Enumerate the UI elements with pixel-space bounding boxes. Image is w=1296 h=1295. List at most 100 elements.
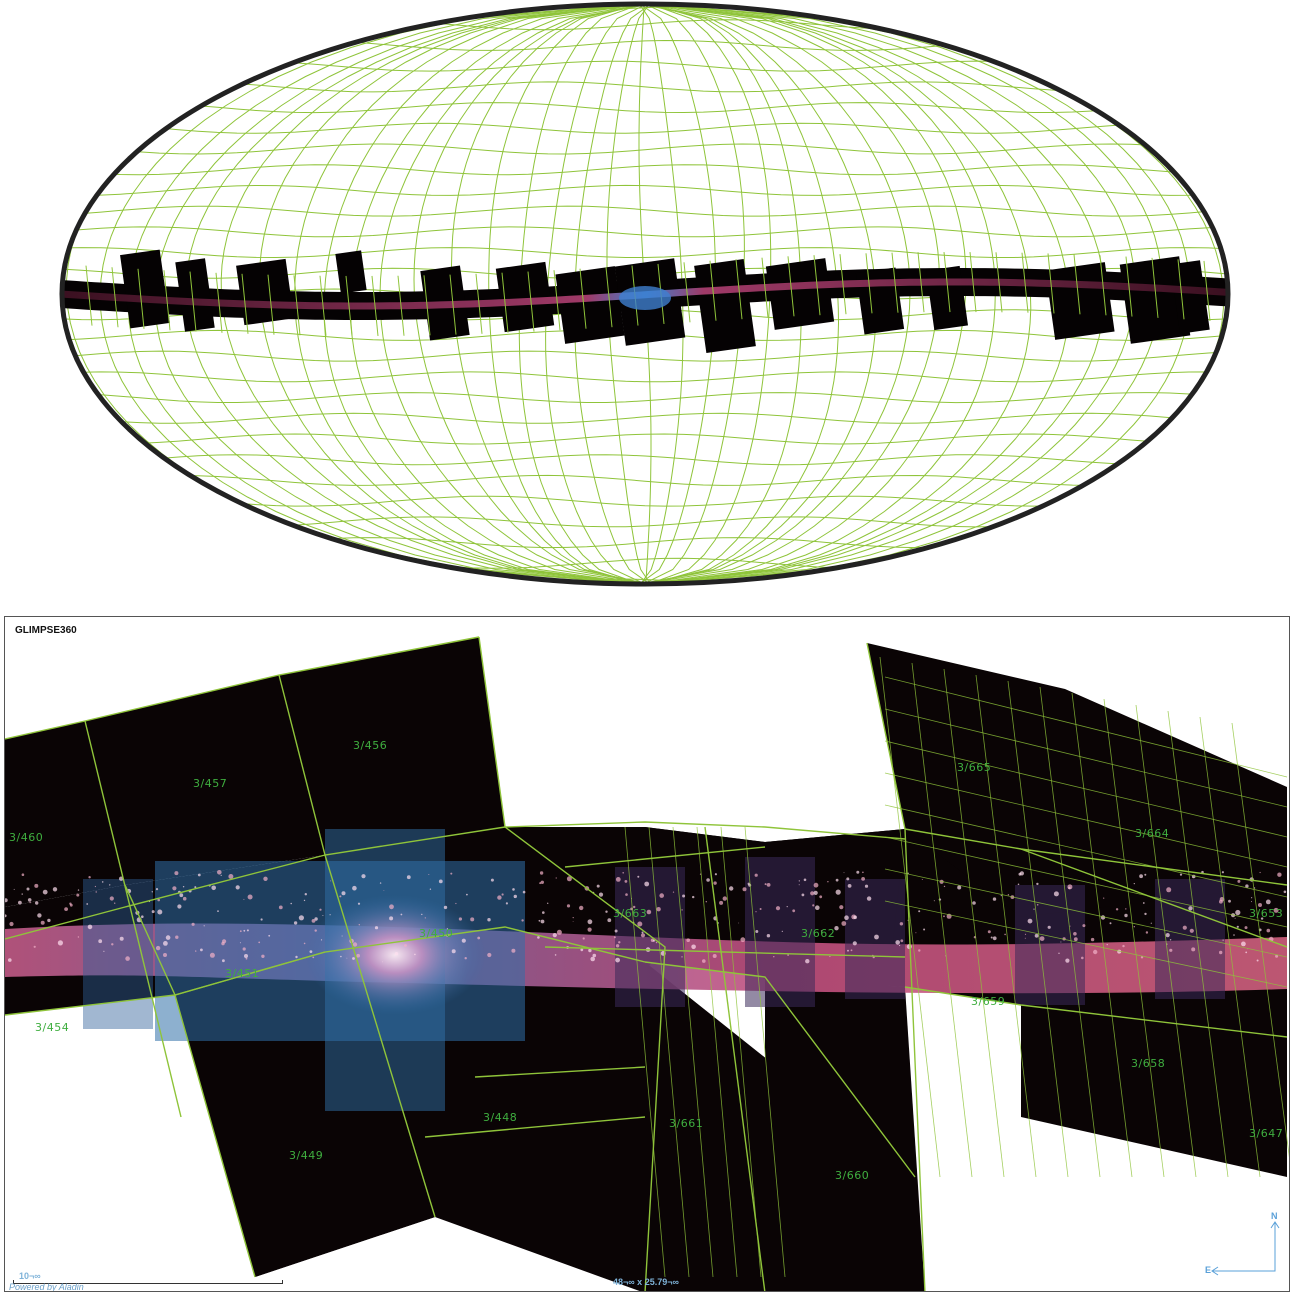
star (705, 901, 707, 903)
star (835, 889, 841, 895)
star (209, 952, 215, 958)
star (157, 909, 163, 915)
grid-parallel (62, 433, 1228, 445)
grid-line (1047, 253, 1055, 314)
star (714, 873, 718, 876)
star (1024, 937, 1026, 939)
star (719, 900, 724, 905)
star (918, 949, 921, 952)
star (1191, 947, 1196, 952)
grid-edge (84, 720, 182, 1118)
star (217, 870, 222, 875)
grid-line (1099, 255, 1107, 316)
star (320, 939, 323, 941)
survey-title: GLIMPSE360 (15, 625, 77, 636)
star (866, 896, 872, 901)
star (389, 904, 394, 910)
compass-arrows-icon (1211, 1221, 1280, 1276)
star (617, 908, 619, 910)
grid-line (163, 270, 171, 331)
star (1234, 917, 1236, 919)
star (290, 902, 293, 905)
star (1145, 931, 1149, 934)
grid-line (735, 259, 743, 320)
star (614, 929, 618, 933)
star (556, 929, 562, 935)
star (95, 891, 97, 893)
compass-north: N (1271, 1211, 1278, 1221)
star (246, 929, 249, 932)
grid-line (371, 275, 379, 337)
star (653, 939, 655, 942)
star (754, 873, 758, 877)
star (682, 894, 686, 898)
powered-by-credit[interactable]: Powered by Aladin (9, 1282, 84, 1292)
star (57, 940, 64, 946)
grid-parallel (62, 205, 1228, 217)
star (1073, 937, 1078, 942)
star (637, 921, 643, 927)
grid-edge (544, 946, 906, 958)
star (1273, 907, 1279, 913)
star (404, 944, 407, 947)
star (1122, 944, 1125, 948)
star (501, 893, 504, 896)
star (615, 944, 620, 948)
star (1222, 939, 1224, 941)
star (37, 913, 42, 918)
grid-subline (744, 826, 786, 1278)
star (513, 894, 517, 899)
grid-subline (884, 836, 1288, 928)
star (1165, 933, 1170, 938)
sky-tile-image (765, 977, 925, 1291)
star (787, 954, 789, 956)
star (8, 958, 12, 962)
grid-subline (884, 772, 1288, 868)
grid-subline (1007, 680, 1069, 1178)
star (740, 937, 746, 943)
star (1266, 928, 1271, 933)
star (174, 871, 179, 876)
star (1260, 917, 1264, 920)
star (414, 953, 416, 956)
star (692, 946, 694, 949)
grid-edge (474, 1066, 646, 1078)
star (1000, 895, 1002, 897)
star (1235, 909, 1241, 916)
star (26, 887, 30, 891)
star (915, 932, 917, 934)
star (1058, 952, 1060, 954)
star (820, 930, 823, 932)
star (899, 922, 904, 926)
star (522, 890, 526, 894)
aladin-viewer[interactable]: GLIMPSE360 3/460 3/457 3/456 3/665 3/664 3/65… (4, 616, 1290, 1292)
tile-label: 3/454 (35, 1021, 70, 1034)
star (1245, 884, 1249, 888)
star (1188, 906, 1193, 911)
allsky-map[interactable] (0, 0, 1296, 600)
star (766, 934, 771, 938)
zoomed-sky-view[interactable] (5, 617, 1290, 1292)
star (1039, 936, 1045, 941)
star (640, 933, 646, 938)
star (239, 942, 241, 944)
star (554, 954, 557, 956)
star (1144, 912, 1147, 916)
tile-label: 3/662 (801, 927, 836, 940)
tile-label: 3/448 (483, 1111, 518, 1124)
star (239, 930, 242, 933)
star (1027, 918, 1033, 924)
star (747, 882, 750, 885)
star (637, 875, 640, 878)
star (424, 917, 426, 919)
grid-line (85, 265, 93, 326)
star (261, 954, 265, 958)
star (1069, 925, 1071, 927)
star (21, 893, 23, 895)
star (298, 915, 304, 921)
grid-edge (5, 636, 480, 740)
star (540, 880, 544, 884)
star (1133, 883, 1135, 885)
star (21, 873, 25, 876)
star (155, 888, 159, 891)
